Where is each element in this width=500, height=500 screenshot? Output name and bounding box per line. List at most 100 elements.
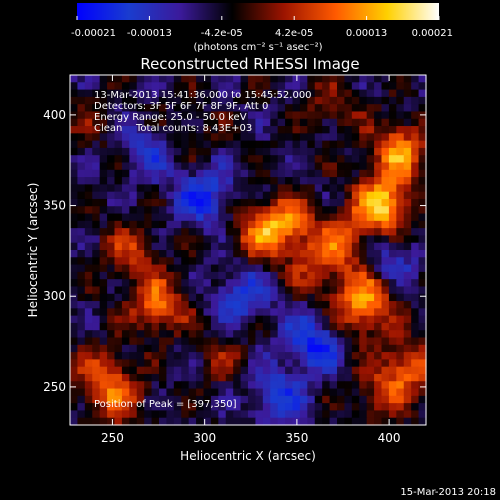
heatmap-cell <box>166 264 175 273</box>
heatmap-cell <box>159 104 168 113</box>
heatmap-cell <box>374 242 383 251</box>
heatmap-cell <box>403 169 412 178</box>
heatmap-cell <box>344 235 353 244</box>
heatmap-cell <box>99 198 108 207</box>
heatmap-cell <box>77 322 86 331</box>
heatmap-cell <box>381 235 390 244</box>
heatmap-cell <box>188 250 197 258</box>
heatmap-cell <box>99 228 108 237</box>
heatmap-cell <box>307 213 316 222</box>
heatmap-cell <box>159 250 168 258</box>
heatmap-cell <box>359 352 368 360</box>
heatmap-cell <box>262 169 271 178</box>
heatmap-cell <box>129 111 138 120</box>
heatmap-cell <box>188 381 197 390</box>
heatmap-cell <box>403 315 412 324</box>
heatmap-cell <box>70 322 79 331</box>
heatmap-cell <box>70 359 79 368</box>
heatmap-cell <box>359 301 368 309</box>
heatmap-cell <box>99 147 108 156</box>
heatmap-cell <box>92 133 101 142</box>
heatmap-cell <box>159 198 168 207</box>
heatmap-cell <box>403 213 412 222</box>
heatmap-cell <box>396 235 405 244</box>
heatmap-cell <box>151 322 160 331</box>
heatmap-cell <box>173 191 182 200</box>
heatmap-cell <box>129 184 138 193</box>
heatmap-cell <box>233 395 242 404</box>
heatmap-cell <box>277 111 286 120</box>
heatmap-cell <box>366 257 375 266</box>
heatmap-cell <box>166 242 175 251</box>
heatmap-cell <box>344 359 353 368</box>
heatmap-cell <box>92 388 101 397</box>
heatmap-cell <box>196 403 205 412</box>
heatmap-cell <box>70 264 79 273</box>
heatmap-cell <box>322 213 331 222</box>
heatmap-cell <box>107 403 116 412</box>
heatmap-cell <box>233 257 242 266</box>
heatmap-cell <box>388 403 397 412</box>
heatmap-cell <box>248 352 257 360</box>
heatmap-cell <box>218 82 227 91</box>
heatmap-cell <box>188 315 197 324</box>
heatmap-cell <box>107 111 116 120</box>
heatmap-cell <box>277 162 286 171</box>
heatmap-cell <box>144 104 153 113</box>
heatmap-cell <box>233 381 242 390</box>
heatmap-cell <box>203 301 212 309</box>
heatmap-cell <box>337 169 346 178</box>
heatmap-cell <box>203 177 212 185</box>
heatmap-cell <box>114 403 123 412</box>
heatmap-cell <box>403 330 412 339</box>
heatmap-cell <box>381 403 390 412</box>
heatmap-cell <box>188 133 197 142</box>
heatmap-cell <box>262 395 271 404</box>
heatmap-cell <box>84 337 93 346</box>
heatmap-cell <box>107 337 116 346</box>
heatmap-cell <box>248 373 257 382</box>
heatmap-cell <box>374 330 383 339</box>
heatmap-cell <box>337 206 346 215</box>
heatmap-cell <box>196 177 205 185</box>
heatmap-cell <box>255 89 264 98</box>
heatmap-cell <box>233 242 242 251</box>
heatmap-cell <box>114 242 123 251</box>
heatmap-cell <box>225 315 234 324</box>
heatmap-cell <box>285 104 294 113</box>
heatmap-cell <box>240 118 249 127</box>
heatmap-cell <box>196 330 205 339</box>
heatmap-cell <box>225 257 234 266</box>
heatmap-cell <box>396 104 405 113</box>
heatmap-cell <box>277 213 286 222</box>
heatmap-cell <box>411 352 420 360</box>
heatmap-cell <box>181 264 190 273</box>
heatmap-cell <box>366 162 375 171</box>
heatmap-cell <box>84 395 93 404</box>
heatmap-cell <box>144 271 153 280</box>
heatmap-cell <box>77 301 86 309</box>
heatmap-cell <box>381 250 390 258</box>
heatmap-cell <box>344 366 353 375</box>
heatmap-cell <box>173 220 182 229</box>
heatmap-cell <box>374 133 383 142</box>
heatmap-cell <box>314 315 323 324</box>
heatmap-cell <box>181 169 190 178</box>
heatmap-cell <box>225 410 234 419</box>
heatmap-cell <box>196 169 205 178</box>
heatmap-cell <box>218 147 227 156</box>
heatmap-cell <box>255 410 264 419</box>
heatmap-cell <box>92 96 101 105</box>
heatmap-cell <box>285 111 294 120</box>
heatmap-cell <box>299 75 308 83</box>
colorbar-ticks <box>76 16 440 20</box>
heatmap-cell <box>307 417 316 426</box>
heatmap-cell <box>255 111 264 120</box>
heatmap-cell <box>107 315 116 324</box>
heatmap-cell <box>344 228 353 237</box>
heatmap-cell <box>225 279 234 288</box>
heatmap-cell <box>262 198 271 207</box>
heatmap-cell <box>151 191 160 200</box>
heatmap-cell <box>188 242 197 251</box>
heatmap-cell <box>270 344 279 353</box>
